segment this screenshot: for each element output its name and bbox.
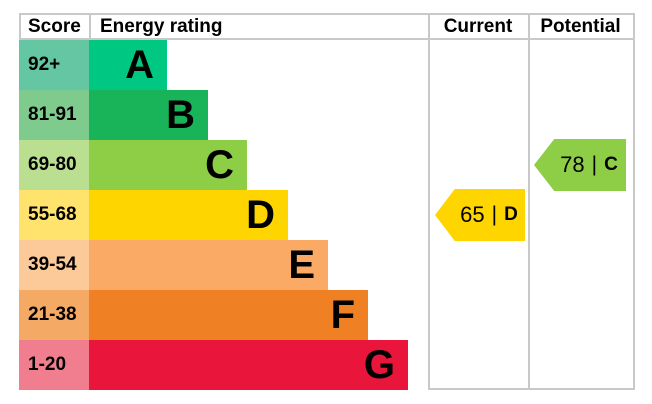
grid-line-right [633,13,635,390]
grid-line-score-divider [89,13,91,40]
header-potential-label: Potential [540,15,621,37]
band-score-range-f: 21-38 [19,290,89,340]
grid-line-potential-left [528,13,530,390]
grid-line-current-left [428,13,430,390]
band-score-range-a: 92+ [19,40,89,90]
header-current-label: Current [443,15,513,37]
band-letter-g: G [363,343,395,387]
grid-line-bottom [428,388,635,390]
band-letter-e: E [288,243,315,287]
potential-rating-value: 78 [560,152,585,177]
band-bar-f: F [89,290,368,340]
band-bar-c: C [89,140,247,190]
band-row-d: 55-68 D [19,190,633,240]
band-bar-d: D [89,190,288,240]
band-row-a: 92+ A [19,40,633,90]
band-letter-b: B [166,93,195,137]
band-letter-f: F [330,293,355,337]
band-score-range-b: 81-91 [19,90,89,140]
potential-rating-arrow: 78 | C [534,139,626,191]
current-rating-arrow: 65 | D [435,189,525,241]
band-row-e: 39-54 E [19,240,633,290]
band-score-range-e: 39-54 [19,240,89,290]
band-bar-b: B [89,90,208,140]
band-letter-a: A [125,43,154,87]
band-score-range-d: 55-68 [19,190,89,240]
band-score-range-g: 1-20 [19,340,89,390]
band-bar-e: E [89,240,328,290]
header-score-label: Score [28,15,81,37]
grid-line-left [19,13,21,40]
current-rating-value: 65 [460,202,485,227]
current-rating-band: D [504,204,518,225]
band-row-f: 21-38 F [19,290,633,340]
potential-rating-separator: | [591,153,598,176]
current-rating-separator: | [491,203,498,226]
potential-rating-band: C [604,154,618,175]
band-bar-a: A [89,40,167,90]
header-energy-rating-label: Energy rating [100,15,223,37]
band-row-g: 1-20 G [19,340,633,390]
band-score-range-c: 69-80 [19,140,89,190]
band-row-b: 81-91 B [19,90,633,140]
grid-line-top [19,13,635,15]
band-row-c: 69-80 C [19,140,633,190]
grid-line-header-bottom [19,38,635,40]
band-letter-d: D [246,193,275,237]
band-letter-c: C [205,143,234,187]
band-bar-g: G [89,340,408,390]
